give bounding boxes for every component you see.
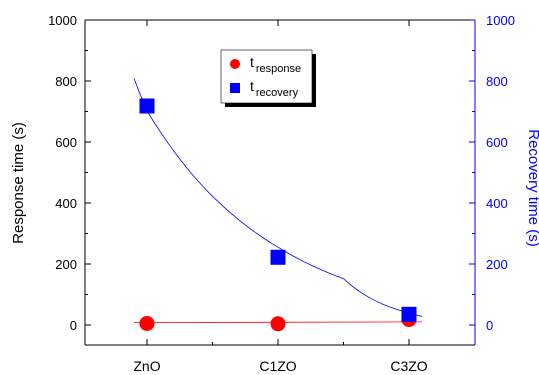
y-axis-label-right: Recovery time (s)	[525, 129, 539, 247]
legend-label-response: t response	[250, 54, 301, 75]
left-tick-label: 1000	[48, 13, 77, 28]
recovery-point	[139, 98, 155, 114]
left-axis: 0 200 400 600 800 1000	[48, 13, 91, 333]
right-tick-label: 200	[486, 257, 508, 272]
right-axis: 0 200 400 600 800 1000	[469, 13, 515, 333]
right-tick-label: 1000	[486, 13, 515, 28]
legend-label-recovery: t recovery	[250, 78, 299, 99]
y-axis-label-left: Response time (s)	[10, 122, 27, 244]
fit-curves	[133, 77, 423, 323]
x-tick-label: C3ZO	[390, 358, 427, 374]
x-axis: ZnO C1ZO C3ZO	[133, 20, 428, 374]
x-tick-label: C1ZO	[259, 358, 296, 374]
legend-marker-response	[230, 59, 240, 69]
response-point	[270, 316, 286, 332]
recovery-fit-line	[133, 77, 423, 317]
legend: t response t recovery	[220, 49, 316, 107]
response-point	[139, 315, 155, 331]
left-tick-label: 200	[55, 257, 77, 272]
x-tick-label: ZnO	[133, 358, 160, 374]
right-tick-label: 800	[486, 74, 508, 89]
right-tick-label: 0	[486, 318, 493, 333]
right-tick-label: 400	[486, 196, 508, 211]
right-tick-label: 600	[486, 135, 508, 150]
left-tick-label: 600	[55, 135, 77, 150]
recovery-point	[401, 306, 417, 322]
data-marks	[139, 98, 417, 332]
plot-frame	[84, 19, 476, 346]
left-tick-label: 400	[55, 196, 77, 211]
legend-box	[220, 49, 313, 104]
left-tick-label: 800	[55, 74, 77, 89]
legend-marker-recovery	[230, 83, 240, 93]
left-tick-label: 0	[70, 318, 77, 333]
recovery-point	[270, 249, 286, 265]
